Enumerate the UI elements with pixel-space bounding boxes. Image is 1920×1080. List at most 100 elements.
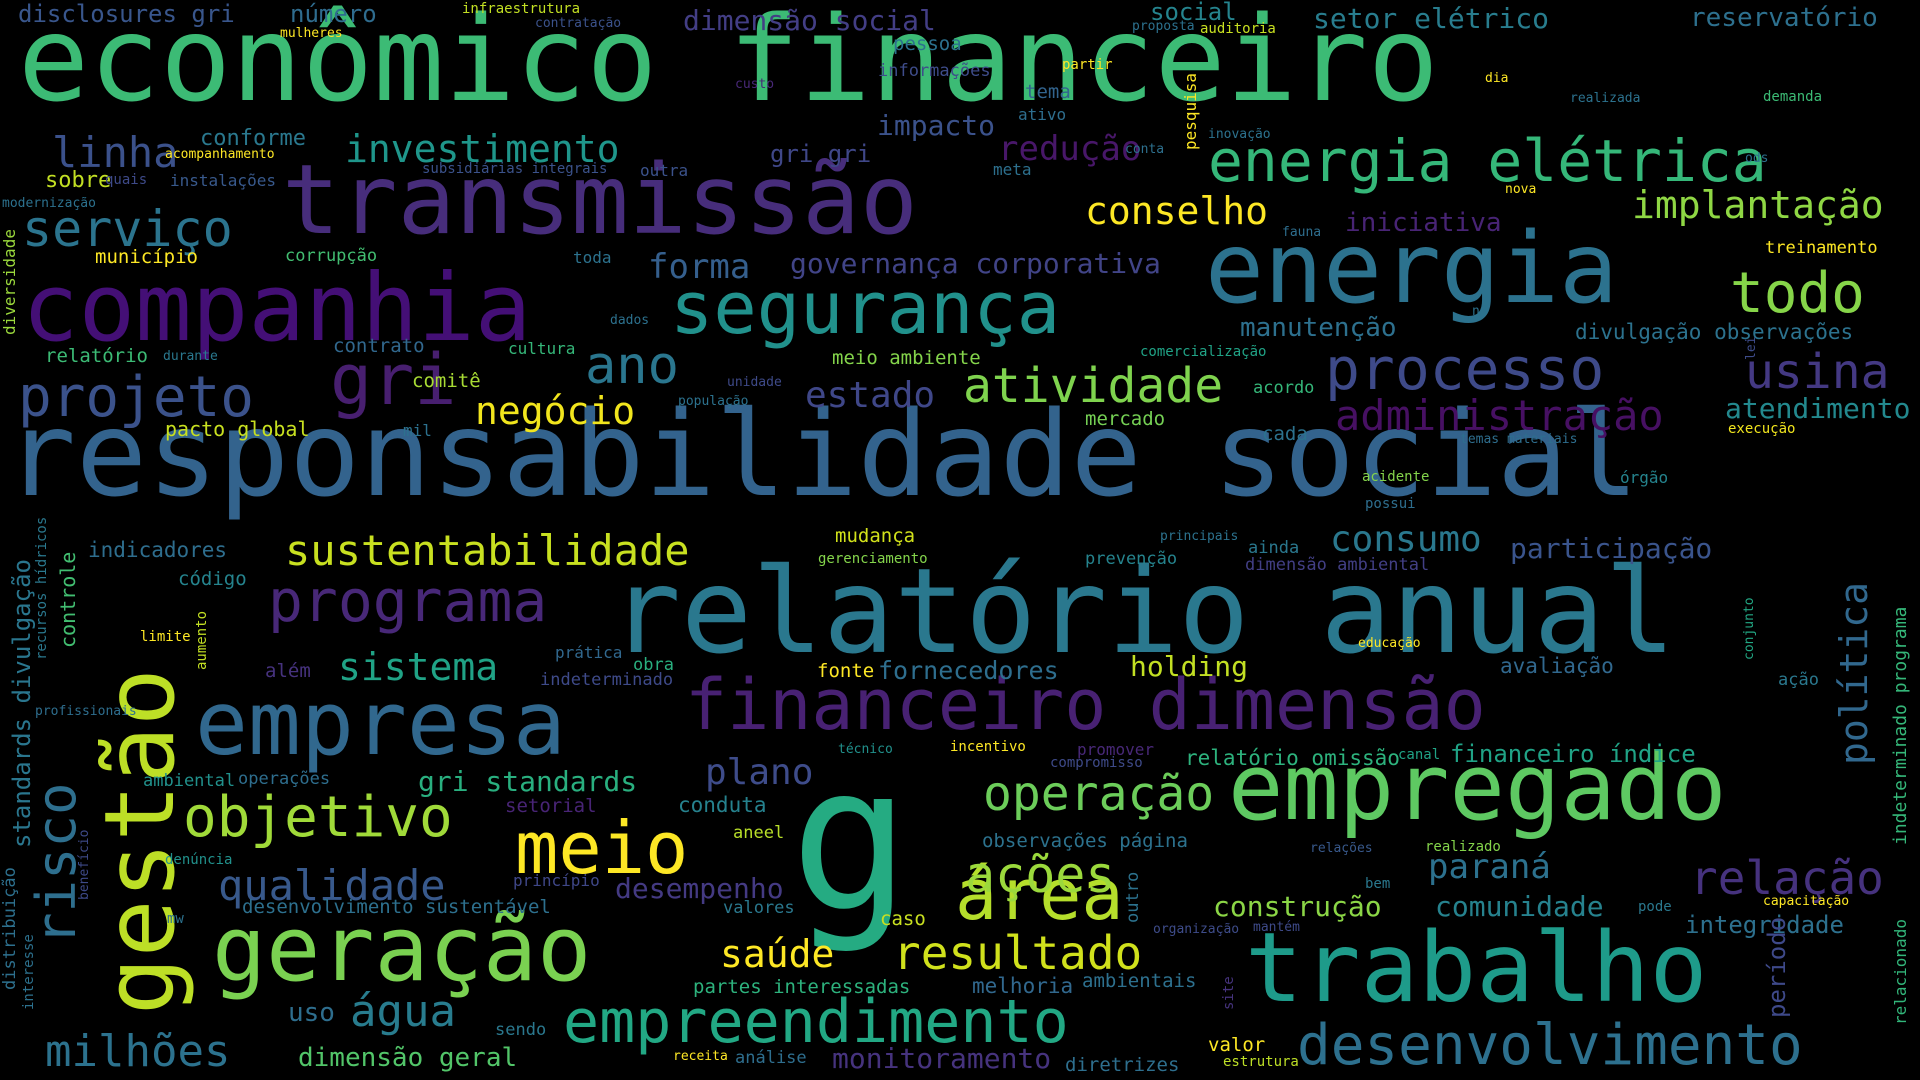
word-consumo: consumo	[1330, 519, 1482, 560]
word-participacao: participação	[1510, 532, 1713, 565]
word-realizado: realizado	[1425, 839, 1501, 855]
word-gri-gri: gri gri	[770, 140, 872, 168]
word-conselho: conselho	[1085, 189, 1269, 233]
word-seguranca: segurança	[670, 266, 1061, 350]
word-melhoria: melhoria	[972, 974, 1074, 998]
word-empreendimento: empreendimento	[563, 987, 1069, 1057]
word-gri-standards: gri standards	[418, 765, 638, 798]
word-operacoes: operações	[238, 769, 331, 789]
word-social: social	[1150, 0, 1237, 26]
word-pessoa: pessoa	[893, 33, 962, 55]
word-fonte: fonte	[817, 660, 875, 682]
word-processo: processo	[1325, 335, 1605, 403]
word-incentivo: incentivo	[950, 739, 1026, 755]
word-principais: principais	[1160, 529, 1239, 544]
word-partes-interessadas: partes interessadas	[693, 976, 911, 998]
word-uso: uso	[288, 998, 335, 1028]
word-energia-eletrica: energia elétrica	[1208, 127, 1767, 195]
word-controle: controle	[56, 551, 80, 648]
word-relacionado: relacionado	[1891, 919, 1910, 1025]
word-construcao: construção	[1213, 890, 1382, 923]
word-receita: receita	[673, 1049, 728, 1064]
word-realizada: realizada	[1570, 91, 1641, 106]
word-atendimento: atendimento	[1725, 392, 1911, 425]
word-reducao: redução	[998, 129, 1142, 169]
word-conta: conta	[1125, 142, 1165, 157]
word-dimensao-geral: dimensão geral	[298, 1043, 518, 1073]
word-programa: programa	[268, 567, 548, 635]
word-orgao: órgão	[1620, 468, 1669, 487]
word-relatorio: relatório	[45, 345, 148, 367]
word-organizacao: organização	[1153, 922, 1240, 937]
word-denuncia: denúncia	[165, 852, 233, 868]
word-bem: bem	[1365, 876, 1391, 892]
word-conduta: conduta	[678, 793, 767, 817]
word-atividade: atividade	[963, 358, 1224, 414]
word-mil: mil	[403, 421, 432, 440]
word-infraestrutura: infraestrutura	[462, 1, 581, 17]
word-gri: gri	[330, 339, 457, 421]
word-servico: serviço	[22, 200, 233, 258]
word-area: área	[955, 854, 1124, 936]
word-saude: saúde	[720, 932, 835, 976]
word-partir: partir	[1062, 57, 1113, 73]
word-reservatorio: reservatório	[1690, 3, 1878, 33]
word-linha: linha	[52, 128, 179, 177]
word-mw: mw	[167, 911, 184, 927]
word-site: site	[1221, 976, 1237, 1010]
word-numero: número	[290, 0, 377, 28]
word-financeiro-dimensao: financeiro dimensão	[685, 664, 1486, 746]
word-analise: análise	[735, 1048, 807, 1068]
word-acao: ação	[1778, 670, 1819, 690]
word-nova: nova	[1505, 182, 1537, 197]
word-execucao: execução	[1728, 421, 1796, 437]
word-acoes: ações	[965, 846, 1116, 904]
word-mantem: mantém	[1253, 920, 1300, 935]
word-interesse: interesse	[21, 934, 37, 1010]
word-trabalho: trabalho	[1245, 912, 1708, 1024]
word-relacoes: relações	[1310, 841, 1373, 856]
word-meta: meta	[993, 160, 1032, 179]
word-pode: pode	[1638, 899, 1672, 915]
word-promover: promover	[1077, 740, 1155, 759]
word-auditoria: auditoria	[1200, 21, 1276, 37]
word-responsabilidade-social: responsabilidade social	[5, 385, 1639, 523]
word-indeterminado: indeterminado	[540, 670, 674, 690]
word-ambiental: ambiental	[143, 771, 236, 791]
word-observacoes-pagina: observações página	[982, 830, 1188, 852]
word-agua: água	[350, 986, 456, 1037]
word-qualidade: qualidade	[218, 861, 446, 910]
word-pratica: prática	[555, 643, 623, 662]
word-instalacoes: instalações	[170, 171, 276, 190]
word-sustentabilidade: sustentabilidade	[285, 526, 690, 575]
word-custo: custo	[735, 77, 775, 92]
word-comercializacao: comercialização	[1140, 344, 1267, 360]
word-acordo: acordo	[1253, 378, 1315, 398]
word-recursos-hidricos: recursos hídricos	[34, 516, 50, 660]
word-contrato: contrato	[333, 335, 425, 357]
word-negocio: negócio	[475, 389, 636, 433]
word-codigo: código	[178, 568, 247, 590]
word-proposta: proposta	[1132, 19, 1195, 34]
word-valores: valores	[723, 898, 795, 918]
word-fauna: fauna	[1282, 225, 1322, 240]
word-municipio: município	[95, 246, 198, 268]
word-mudanca: mudança	[835, 525, 916, 547]
word-projeto: projeto	[18, 365, 255, 430]
word-estado: estado	[805, 375, 936, 416]
word-outra: outra	[640, 161, 689, 180]
word-educacao: educação	[1358, 636, 1421, 651]
word-desenvolvimento-sustentavel: desenvolvimento sustentável	[242, 896, 551, 918]
word-standards-divulgacao: standards divulgação	[8, 559, 36, 848]
word-treinamento: treinamento	[1765, 238, 1878, 258]
word-holding: holding	[1130, 650, 1249, 683]
word-limite: limite	[140, 629, 191, 645]
word-relatorio-omissao: relatório omissão	[1185, 746, 1400, 770]
word-prevencao: prevenção	[1085, 549, 1178, 569]
word-transmissao: transmissão	[282, 144, 918, 256]
word-pacto-global: pacto global	[165, 417, 310, 441]
word-dados: dados	[610, 313, 650, 328]
word-corrupcao: corrupção	[285, 246, 378, 266]
word-relacao: relação	[1690, 851, 1884, 905]
word-disclosures-gri: disclosures gri	[18, 0, 235, 28]
